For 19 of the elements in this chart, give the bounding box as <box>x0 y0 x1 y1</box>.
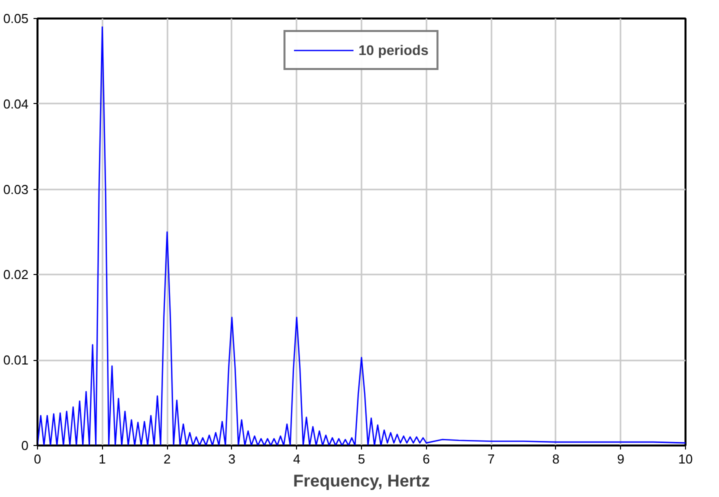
x-tick-label: 0 <box>34 452 42 466</box>
y-tick-label: 0 <box>21 438 29 453</box>
x-tick-label: 4 <box>293 452 300 466</box>
x-tick-label: 1 <box>98 452 106 466</box>
x-tick-label: 8 <box>552 452 560 466</box>
y-tick-label: 0.01 <box>3 352 29 368</box>
x-tick-label: 7 <box>487 452 495 466</box>
y-tick-label: 0.03 <box>3 182 29 197</box>
x-axis-title: Frequency, Hertz <box>293 472 430 490</box>
x-tick-label: 6 <box>422 452 430 466</box>
y-tick-label: 0.04 <box>3 96 29 112</box>
x-tick-label: 10 <box>678 452 693 466</box>
x-tick-label: 9 <box>617 452 624 466</box>
legend-label: 10 periods <box>358 42 429 58</box>
x-tick-label: 2 <box>163 452 171 466</box>
x-tick-label: 5 <box>358 452 366 466</box>
y-tick-label: 0.05 <box>3 11 29 26</box>
x-tick-label: 3 <box>228 452 236 466</box>
y-tick-label: 0.02 <box>3 267 29 282</box>
